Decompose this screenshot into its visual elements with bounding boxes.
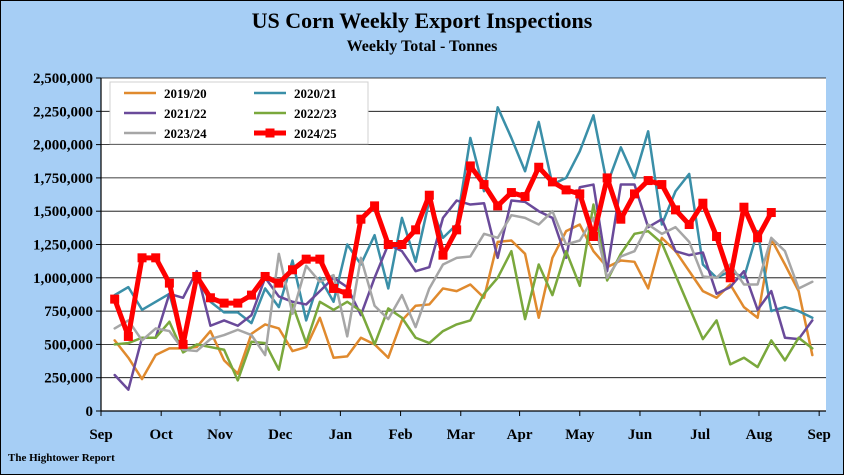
y-tick-label: 1,500,000 [33, 204, 93, 220]
source-credit: The Hightower Report [8, 452, 115, 464]
x-tick-label: Sep [807, 427, 830, 443]
series-line-2022-23 [113, 203, 814, 382]
axes: 0 250,000 500,000 750,000 1,000,000 1,250,000… [33, 71, 831, 443]
y-tick-label: 2,250,000 [33, 104, 93, 120]
y-tick-label: 750,000 [44, 304, 93, 320]
series-point-2024-25 [465, 161, 475, 171]
series-point-2024-25 [164, 278, 174, 288]
series-point-2024-25 [356, 214, 366, 224]
series-point-2024-25 [192, 271, 202, 281]
x-tick-label: Jan [329, 427, 353, 443]
series-point-2024-25 [411, 225, 421, 235]
series-point-2024-25 [725, 273, 735, 283]
series-point-2024-25 [342, 289, 352, 299]
legend-label: 2020/21 [294, 86, 337, 101]
y-tick-label: 1,250,000 [33, 238, 93, 254]
series-point-2024-25 [712, 232, 722, 242]
x-tick-label: May [565, 427, 595, 443]
legend-label: 2019/20 [164, 86, 207, 101]
series-point-2024-25 [766, 208, 776, 218]
series-point-2024-25 [246, 290, 256, 300]
series-point-2024-25 [301, 254, 311, 264]
series-point-2024-25 [178, 339, 188, 349]
series-point-2024-25 [493, 201, 503, 211]
series-lines [110, 106, 814, 391]
series-point-2024-25 [629, 189, 639, 199]
series-point-2024-25 [383, 240, 393, 249]
series-point-2024-25 [205, 293, 215, 303]
chart-title: US Corn Weekly Export Inspections [251, 8, 593, 33]
series-line-2020-21 [113, 106, 814, 345]
series-point-2024-25 [219, 298, 229, 308]
series-point-2024-25 [329, 283, 339, 293]
series-point-2024-25 [547, 177, 557, 187]
series-point-2024-25 [123, 331, 133, 341]
x-tick-label: Apr [507, 427, 533, 443]
series-point-2024-25 [534, 162, 544, 172]
series-point-2024-25 [671, 205, 681, 215]
x-tick-label: Jul [690, 427, 710, 443]
series-point-2024-25 [137, 253, 147, 263]
x-tick-label: Jun [628, 427, 653, 443]
y-tick-label: 500,000 [44, 337, 93, 353]
series-point-2024-25 [698, 198, 708, 208]
legend-label: 2024/25 [294, 126, 337, 141]
series-point-2024-25 [479, 180, 489, 190]
y-tick-label: 1,000,000 [33, 271, 93, 287]
series-point-2024-25 [260, 271, 270, 281]
series-point-2024-25 [452, 225, 462, 235]
x-tick-label: Sep [89, 427, 112, 443]
series-point-2024-25 [739, 202, 749, 212]
series-point-2024-25 [684, 220, 694, 230]
series-point-2024-25 [602, 173, 612, 183]
series-point-2024-25 [753, 233, 763, 243]
series-point-2024-25 [506, 188, 516, 198]
legend: 2019/20 2020/21 2021/22 2022/23 2023/24 2024/… [109, 81, 369, 145]
series-point-2024-25 [315, 254, 325, 264]
x-tick-label: Aug [746, 427, 773, 443]
legend-label: 2021/22 [164, 106, 207, 121]
x-tick-label: Dec [268, 427, 292, 443]
y-tick-label: 1,750,000 [33, 171, 93, 187]
x-tick-label: Nov [207, 427, 233, 443]
series-point-2024-25 [616, 214, 626, 224]
y-tick-label: 2,000,000 [33, 138, 93, 154]
x-tick-label: Feb [388, 427, 412, 443]
chart-subtitle: Weekly Total - Tonnes [346, 38, 498, 55]
series-point-2024-25 [520, 192, 530, 202]
series-point-2024-25 [110, 294, 120, 304]
legend-label: 2023/24 [164, 126, 207, 141]
series-point-2024-25 [643, 176, 653, 186]
series-point-2024-25 [588, 232, 598, 242]
legend-label: 2022/23 [294, 106, 337, 121]
series-point-2024-25 [151, 253, 161, 263]
series-point-2024-25 [397, 240, 407, 249]
y-tick-label: 2,500,000 [33, 71, 93, 87]
x-tick-label: Oct [150, 427, 173, 443]
series-point-2024-25 [561, 185, 571, 195]
series-point-2024-25 [370, 201, 380, 211]
series-line-2023-24 [113, 209, 814, 357]
series-point-2024-25 [424, 190, 434, 200]
series-point-2024-25 [575, 189, 585, 199]
series-point-2024-25 [657, 180, 667, 190]
legend-swatch-marker [265, 128, 275, 138]
y-tick-label: 0 [86, 404, 94, 420]
series-point-2024-25 [274, 278, 284, 288]
series-point-2024-25 [438, 250, 448, 260]
series-point-2024-25 [233, 298, 243, 308]
x-tick-label: Mar [447, 427, 476, 443]
series-point-2024-25 [288, 265, 298, 275]
y-tick-label: 250,000 [44, 371, 93, 387]
